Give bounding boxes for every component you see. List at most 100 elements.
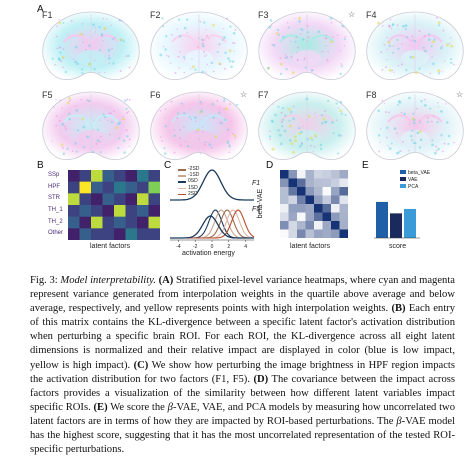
cov-cell <box>331 204 340 213</box>
kl-cell <box>125 205 138 217</box>
brain-heatmap-f3 <box>258 11 356 81</box>
cov-cell <box>288 187 298 196</box>
cov-cell <box>280 187 289 196</box>
kl-cell <box>137 228 149 240</box>
kl-cell <box>125 228 138 240</box>
kl-cell <box>91 170 103 182</box>
cov-cell <box>331 195 340 205</box>
score-bar-beta-vae <box>376 201 388 238</box>
legend-label: -1SD <box>188 172 200 179</box>
brain-label-f5: F5 <box>42 90 53 100</box>
legend-label: 1SD <box>188 184 198 191</box>
cov-cell <box>305 187 315 196</box>
kl-cell <box>137 216 149 229</box>
roi-label-ssp: SSp <box>48 172 60 178</box>
kl-cell <box>91 181 103 194</box>
cov-cell <box>280 195 289 205</box>
cov-cell <box>339 212 348 222</box>
cov-cell <box>280 178 289 188</box>
brain-heatmap-f8 <box>366 91 464 161</box>
c-tick-label: 0 <box>211 244 214 248</box>
cov-cell <box>339 170 348 179</box>
brain-heatmap-f2 <box>150 11 248 81</box>
cov-cell <box>288 195 298 205</box>
f5-label: F5 <box>252 206 261 213</box>
brain-heatmap-f6 <box>150 91 248 161</box>
cov-cell <box>314 221 323 230</box>
cov-cell <box>339 204 348 213</box>
cov-cell <box>280 212 289 222</box>
legend-swatch <box>178 187 186 190</box>
kl-cell <box>148 170 160 182</box>
score-bar-vae <box>390 213 402 238</box>
caption-b-text: Each entry of this matrix contains the K… <box>30 303 455 371</box>
cov-cell <box>314 187 323 196</box>
cov-cell <box>314 212 323 222</box>
kl-cell <box>79 170 92 182</box>
legend-label: -2SD <box>188 166 200 172</box>
legend-swatch <box>178 175 186 177</box>
kl-cell <box>114 205 126 217</box>
kl-cell <box>68 228 80 240</box>
legend-label: 0SD <box>188 178 198 185</box>
legend-swatch <box>178 169 186 171</box>
covariance-matrix <box>280 170 348 238</box>
e-legend-label: VAE <box>408 177 418 183</box>
brain-heatmap-f4 <box>366 11 464 81</box>
cov-cell <box>297 229 306 238</box>
c-tick-label: -4 <box>176 244 181 248</box>
cov-cell <box>331 178 340 188</box>
f1-label: F1 <box>252 180 261 187</box>
caption-a-tag: (A) <box>158 275 174 286</box>
kl-cell <box>125 170 138 182</box>
brain-label-f1: F1 <box>42 10 53 20</box>
roi-label-th-2: TH_2 <box>48 218 63 225</box>
c-tick-label: -2 <box>193 244 198 248</box>
caption-a-text: Stratified pixel-level variance heatmaps… <box>30 275 455 315</box>
legend-label: 2SD <box>188 190 198 197</box>
cov-cell <box>322 212 332 222</box>
brain-label-f4: F4 <box>366 10 377 20</box>
cov-cell <box>322 229 332 238</box>
cov-cell <box>314 229 323 238</box>
e-legend-label: PCA <box>408 184 419 190</box>
kl-cell <box>114 170 126 182</box>
kl-cell <box>102 170 115 182</box>
kl-cell <box>137 181 149 194</box>
cov-cell <box>297 178 306 188</box>
kl-cell <box>125 193 138 206</box>
cov-cell <box>339 187 348 196</box>
cov-cell <box>339 178 348 188</box>
cov-cell <box>322 178 332 188</box>
kl-cell <box>79 216 92 229</box>
cov-cell <box>305 229 315 238</box>
activation-distribution-plot: -4 -2 0 2 4 <box>170 169 255 248</box>
kl-cell <box>137 193 149 206</box>
caption-e-text-1: We score the <box>107 401 168 413</box>
kl-cell <box>137 205 149 217</box>
cov-cell <box>288 170 298 179</box>
kl-cell <box>114 181 126 194</box>
kl-cell <box>91 216 103 229</box>
caption-d-tag: (D) <box>253 373 269 385</box>
kl-cell <box>148 216 160 229</box>
e-legend-label: beta_VAE <box>408 170 431 176</box>
cov-cell <box>314 178 323 188</box>
cov-cell <box>331 221 340 230</box>
roi-label-th-1: TH_1 <box>48 207 63 213</box>
kl-cell <box>91 228 103 240</box>
cov-cell <box>297 221 306 230</box>
panel-d-ylabel: beta-VAE <box>257 188 265 219</box>
roi-label-hpf: HPF <box>48 183 60 190</box>
cov-cell <box>322 204 332 213</box>
cov-cell <box>305 178 315 188</box>
panel-c-xlabel: activation energy <box>182 250 235 257</box>
kl-cell <box>79 181 92 194</box>
panel-b-xlabel: latent factors <box>90 243 131 250</box>
cov-cell <box>322 170 332 179</box>
kl-cell <box>68 193 80 206</box>
cov-cell <box>305 195 315 205</box>
panel-c-letter: C <box>164 160 172 171</box>
kl-cell <box>125 216 138 229</box>
cov-cell <box>322 187 332 196</box>
